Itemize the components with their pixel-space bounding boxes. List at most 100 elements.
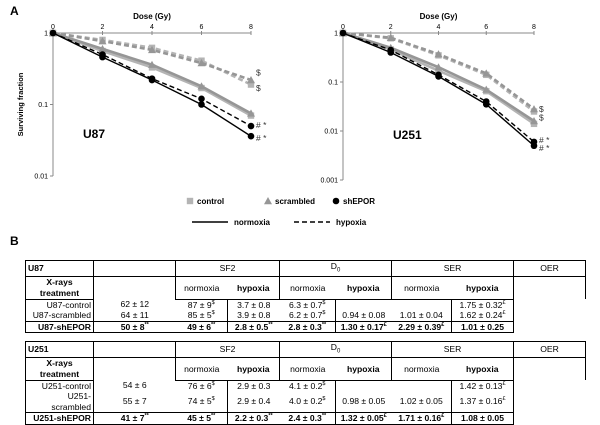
point-scrambled-normoxia [247, 109, 255, 117]
chart-title: U87 [83, 127, 105, 141]
row-label: U87-scrambled [25, 310, 94, 322]
subheader-normoxia: normoxia [175, 357, 228, 381]
table-cell: 6.2 ± 0.7$ [279, 310, 337, 322]
table-cell: 4.1 ± 0.2$ [279, 380, 337, 392]
table-cell [335, 380, 392, 392]
table-row: U87-scrambled 64 ± 11 85 ± 5$ 3.9 ± 0.8 6.2 … [25, 310, 586, 322]
point-scrambled-hypoxia [530, 105, 538, 113]
subheader-normoxia: normoxia [175, 276, 228, 300]
x-tick-label: 8 [532, 24, 536, 31]
point-shEPOR-hypoxia [49, 29, 57, 37]
row-label: U251-control [25, 380, 94, 392]
table-cell: 1.08 ± 0.05 [451, 412, 515, 425]
y-tick-label: 1 [334, 31, 338, 38]
results-table-u251: U251 SF2 D0 SER OER X-rays treatment nor… [25, 340, 587, 425]
series-line-shEPOR-hypoxia [52, 32, 252, 127]
significance-annotation: # * [256, 120, 267, 130]
table-cell: 1.32 ± 0.05£ [335, 412, 392, 425]
subheader-hypoxia: hypoxia [335, 357, 393, 381]
table-cell: 2.8 ± 0.3** [279, 320, 337, 334]
y-tick-label: 0.1 [38, 102, 48, 109]
table-cell: 1.71 ± 0.16£ [391, 412, 453, 425]
y-tick-label: 1 [44, 31, 48, 38]
table-cell: 50 ± 8** [93, 320, 176, 334]
point-scrambled-hypoxia [434, 50, 443, 58]
oer-header: OER [513, 259, 587, 278]
x-axis-title: Dose (Gy) [133, 12, 171, 21]
treatment-label: X-rays treatment [25, 357, 94, 381]
point-scrambled-hypoxia [386, 33, 395, 41]
table-cell: 1.30 ± 0.17£ [335, 320, 392, 334]
cell-line-label: U87 [25, 259, 94, 278]
table-cell: 41 ± 7** [93, 412, 176, 425]
table-cell: 2.8 ± 0.5** [226, 320, 280, 334]
table-cell: 0.94 ± 0.08 [335, 310, 392, 322]
table-cell: 1.75 ± 0.32£ [451, 299, 515, 311]
table-cell: 45 ± 5** [175, 412, 228, 425]
point-shEPOR-hypoxia [148, 75, 156, 82]
legend-label-shEPOR: shEPOR [343, 197, 375, 206]
point-scrambled-hypoxia [197, 59, 206, 67]
sf2-header: SF2 [174, 259, 281, 278]
d0-header: D0 [279, 340, 393, 359]
subheader-hypoxia: hypoxia [335, 276, 393, 300]
table-cell: 55 ± 7 [93, 391, 176, 413]
table-row: U251-shEPOR 41 ± 7** 45 ± 5** 2.2 ± 0.3** 2.… [25, 412, 586, 425]
table-cell: 85 ± 5$ [175, 310, 228, 322]
table-cell: 87 ± 9$ [175, 299, 228, 311]
legend-marker-scrambled [264, 197, 272, 205]
significance-annotation: # * [539, 143, 550, 153]
x-tick-label: 0 [51, 24, 55, 31]
table-cell: 2.4 ± 0.3** [279, 412, 337, 425]
row-label: U251-shEPOR [25, 412, 94, 425]
table-cell: 1.01 ± 0.25 [451, 320, 515, 334]
ser-header: SER [391, 340, 515, 359]
table-cell: 0.98 ± 0.05 [335, 391, 392, 413]
subheader-hypoxia: hypoxia [451, 276, 515, 300]
point-scrambled-normoxia [197, 82, 206, 90]
point-shEPOR-hypoxia [198, 95, 205, 103]
ser-header: SER [391, 259, 515, 278]
panel-b-label: B [10, 234, 19, 248]
table-cell: 1.02 ± 0.05 [391, 391, 453, 413]
legend-label-normoxia: normoxia [234, 218, 271, 227]
panel-a-label: A [10, 4, 19, 18]
d0-header: D0 [279, 259, 393, 278]
treatment-label: X-rays treatment [25, 276, 94, 300]
point-scrambled-hypoxia [98, 37, 107, 45]
x-tick-label: 0 [341, 24, 345, 31]
subheader-normoxia: normoxia [279, 357, 336, 381]
point-scrambled-hypoxia [482, 69, 491, 77]
point-shEPOR-normoxia [198, 101, 205, 108]
table-cell: 1.01 ± 0.04 [391, 310, 453, 322]
x-tick-label: 4 [437, 24, 441, 31]
table-cell: 1.62 ± 0.24£ [451, 310, 515, 322]
table-cell: 2.2 ± 0.3** [226, 412, 280, 425]
table-cell: 4.0 ± 0.2$ [279, 391, 337, 413]
chart-title: U251 [393, 128, 422, 142]
table-cell: 2.9 ± 0.4 [226, 391, 280, 413]
series-line-shEPOR-normoxia [342, 32, 535, 147]
table-cell: 64 ± 11 [93, 310, 176, 322]
table-cell: 2.29 ± 0.39£ [391, 320, 453, 334]
table-row: U251-scrambled 55 ± 7 74 ± 5$ 2.9 ± 0.4 4.0 … [25, 391, 586, 413]
legend-marker-shEPOR [332, 197, 340, 205]
table-row: U87-control 62 ± 12 87 ± 9$ 3.7 ± 0.8 6.3 ± … [25, 299, 586, 311]
subheader-normoxia: normoxia [391, 357, 452, 381]
table-row: U87-shEPOR 50 ± 8** 49 ± 6** 2.8 ± 0.5** 2.8… [25, 320, 586, 334]
y-tick-label: 0.001 [320, 178, 338, 185]
point-shEPOR-normoxia [247, 132, 255, 140]
point-scrambled-hypoxia [247, 76, 255, 84]
point-shEPOR-hypoxia [99, 51, 106, 58]
legend-label-control: control [197, 197, 224, 206]
subheader-hypoxia: hypoxia [227, 357, 281, 381]
significance-annotation: # * [256, 133, 267, 143]
x-tick-label: 6 [484, 24, 488, 31]
table-cell: 49 ± 6** [175, 320, 228, 334]
table-cell: 74 ± 5$ [175, 391, 228, 413]
point-scrambled-normoxia [98, 44, 107, 53]
series-line-shEPOR-hypoxia [342, 32, 535, 143]
subheader-normoxia: normoxia [391, 276, 452, 300]
x-tick-label: 2 [101, 24, 105, 31]
point-scrambled-normoxia [530, 116, 538, 125]
